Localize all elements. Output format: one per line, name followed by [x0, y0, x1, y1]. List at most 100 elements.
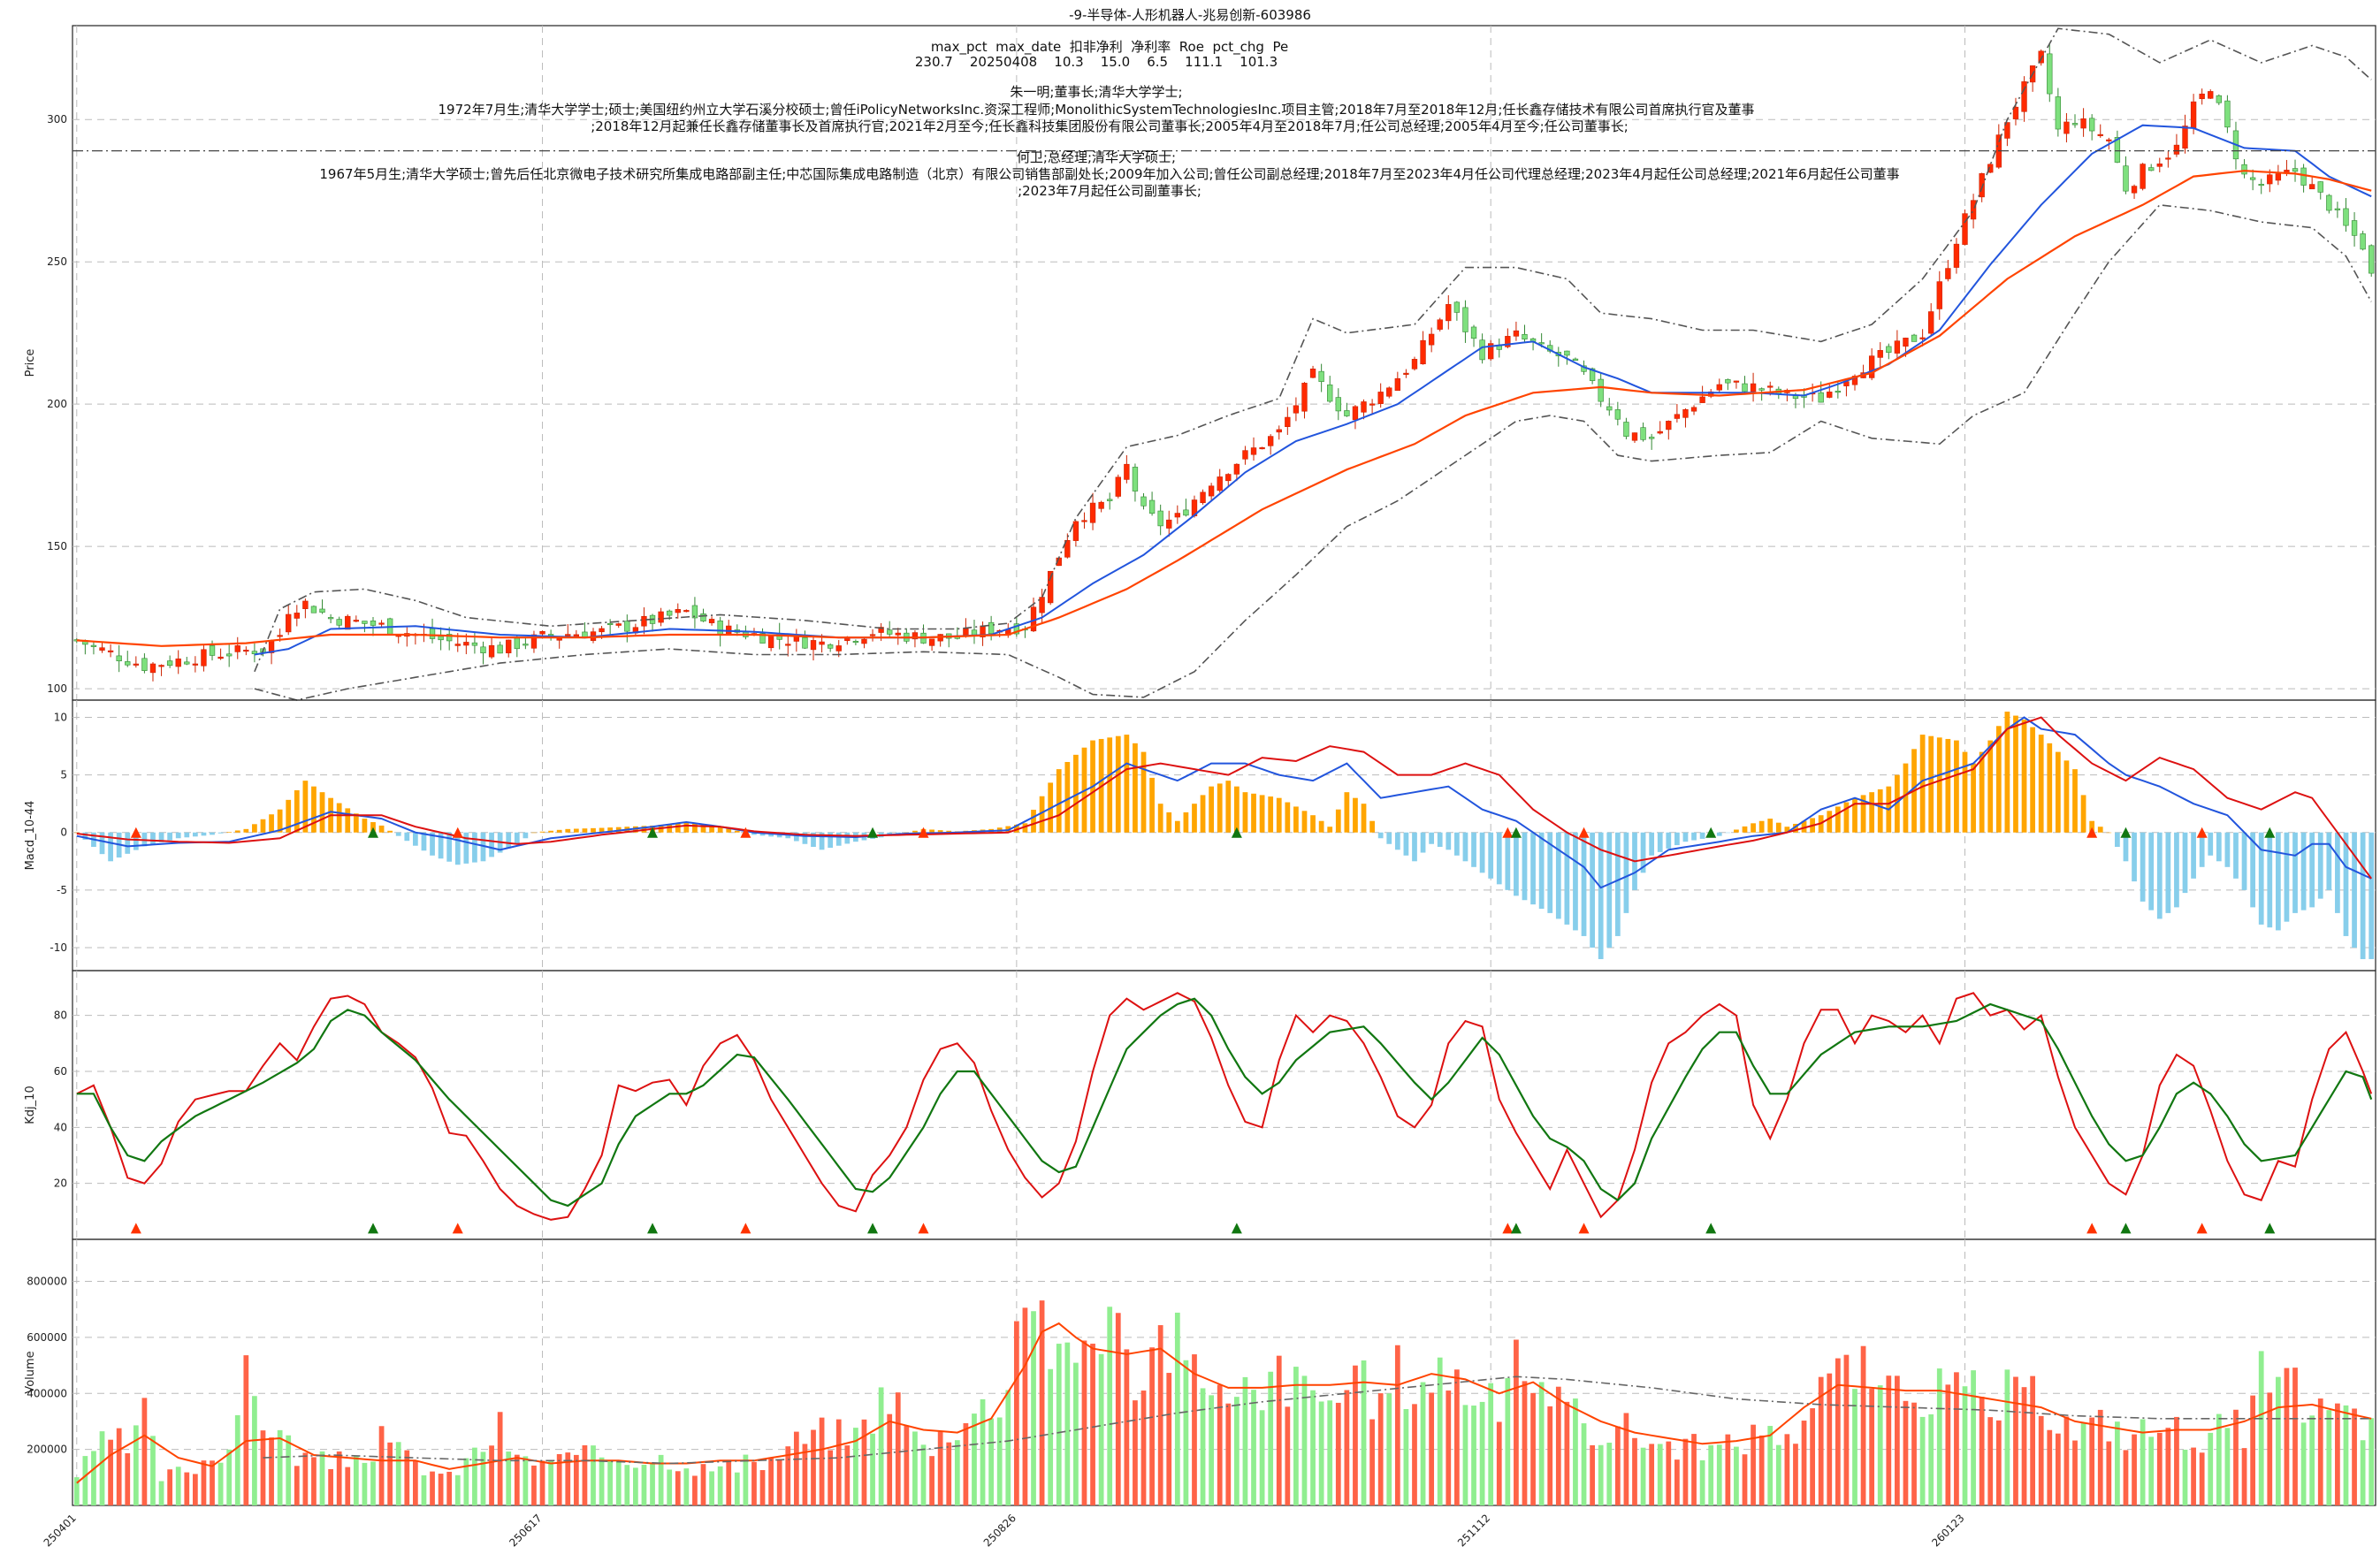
macd-histogram-bar — [192, 832, 198, 837]
volume-bar — [1895, 1375, 1900, 1505]
price-panel: 100 150 200 250 300 Price — [24, 25, 2376, 701]
volume-bar — [387, 1442, 393, 1505]
volume-bar — [370, 1461, 376, 1505]
candle — [1064, 539, 1071, 558]
volume-bar — [1514, 1339, 1519, 1505]
macd-histogram-bar — [1555, 832, 1561, 919]
volume-bar — [776, 1459, 782, 1505]
macd-histogram-bar — [1614, 832, 1621, 936]
candle — [2334, 208, 2341, 210]
volume-bar — [759, 1470, 766, 1505]
volume-bar — [1192, 1354, 1197, 1505]
candle — [1936, 281, 1942, 309]
candle — [2038, 50, 2044, 64]
person2-bio-line1: 1967年5月生;清华大学硕士;曾先后任北京微电子技术研究所集成电路部副主任;中… — [319, 166, 1899, 182]
volume-bar — [1691, 1434, 1697, 1505]
volume-bar — [2182, 1449, 2188, 1505]
volume-bar — [1098, 1353, 1104, 1505]
volume-bar — [1725, 1434, 1731, 1505]
macd-histogram-bar — [2292, 832, 2298, 913]
volume-bar — [2106, 1441, 2112, 1505]
macd-histogram-bar — [336, 803, 342, 833]
candle — [963, 628, 969, 636]
volume-bar — [438, 1474, 444, 1505]
macd-histogram-bar — [1784, 827, 1790, 833]
candle — [1462, 307, 1468, 332]
volume-bar — [1919, 1416, 1926, 1505]
macd-histogram-bar — [99, 832, 105, 855]
volume-bar — [1124, 1349, 1130, 1505]
volume-bar — [591, 1445, 596, 1505]
macd-histogram-bar — [1699, 832, 1705, 839]
volume-bar — [1793, 1444, 1798, 1505]
volume-bar — [1555, 1386, 1561, 1505]
candle — [1386, 387, 1392, 397]
macd-histogram-bar — [1936, 737, 1942, 833]
candle — [1411, 359, 1418, 370]
macd-histogram-bar — [1979, 751, 1985, 833]
volume-bar — [1318, 1401, 1324, 1505]
volume-bar — [1775, 1444, 1781, 1505]
macd-histogram-bar — [1496, 832, 1502, 885]
volume-bar — [1945, 1384, 1951, 1505]
volume-bar — [1496, 1421, 1502, 1505]
volume-bar — [963, 1423, 969, 1505]
candle — [158, 665, 164, 667]
x-tick-label: 250401 — [42, 1512, 79, 1549]
candle — [353, 620, 360, 622]
candle — [125, 661, 131, 666]
volume-bar — [404, 1450, 410, 1505]
volume-bar — [1462, 1405, 1468, 1505]
macd-histogram-bar — [2191, 832, 2196, 879]
macd-histogram-bar — [2309, 832, 2315, 908]
candle — [310, 606, 317, 613]
candle — [1614, 409, 1621, 420]
volume-bar — [675, 1471, 681, 1505]
volume-bar — [2089, 1417, 2095, 1505]
macd-histogram-bar — [1369, 820, 1375, 833]
candle — [2360, 233, 2366, 250]
macd-histogram-bar — [1666, 832, 1672, 849]
macd-ytick-label: -10 — [50, 941, 67, 954]
volume-bar — [988, 1418, 994, 1505]
macd-signal-buy-marker — [740, 827, 751, 838]
candle — [471, 642, 478, 646]
volume-bar — [302, 1452, 309, 1505]
volume-bar — [709, 1471, 714, 1505]
macd-histogram-bar — [1649, 832, 1655, 856]
macd-histogram-bar — [1124, 735, 1130, 833]
candle — [319, 608, 325, 613]
macd-histogram-bar — [108, 832, 113, 862]
volume-bar — [2063, 1416, 2070, 1505]
candle — [1369, 403, 1376, 406]
volume-bar — [658, 1454, 664, 1505]
candle — [2097, 133, 2103, 136]
volume-bar — [446, 1471, 453, 1505]
candle — [1953, 243, 1960, 268]
volume-bar — [785, 1446, 791, 1505]
macd-histogram-bar — [421, 832, 427, 851]
macd-histogram-bar — [2335, 832, 2340, 913]
macd-histogram-bar — [210, 832, 215, 835]
candle — [1140, 496, 1147, 507]
candle — [234, 645, 240, 652]
candle — [1648, 437, 1655, 439]
macd-histogram-bar — [1276, 797, 1282, 833]
volume-bar — [624, 1465, 630, 1505]
candle — [2326, 194, 2332, 211]
macd-histogram-bar — [175, 832, 181, 839]
macd-histogram-bar — [1183, 811, 1189, 833]
candle — [201, 649, 207, 667]
candle — [99, 647, 105, 651]
macd-histogram-bar — [1919, 735, 1926, 833]
macd-histogram-bar — [438, 832, 444, 859]
candle — [1250, 447, 1257, 455]
macd-histogram-bar — [243, 828, 249, 833]
candle — [286, 613, 292, 633]
candle — [1682, 408, 1689, 418]
candle — [2267, 174, 2273, 185]
candle — [2055, 96, 2062, 130]
volume-bar — [2241, 1448, 2247, 1505]
macd-signal-sell-marker — [2264, 827, 2276, 838]
